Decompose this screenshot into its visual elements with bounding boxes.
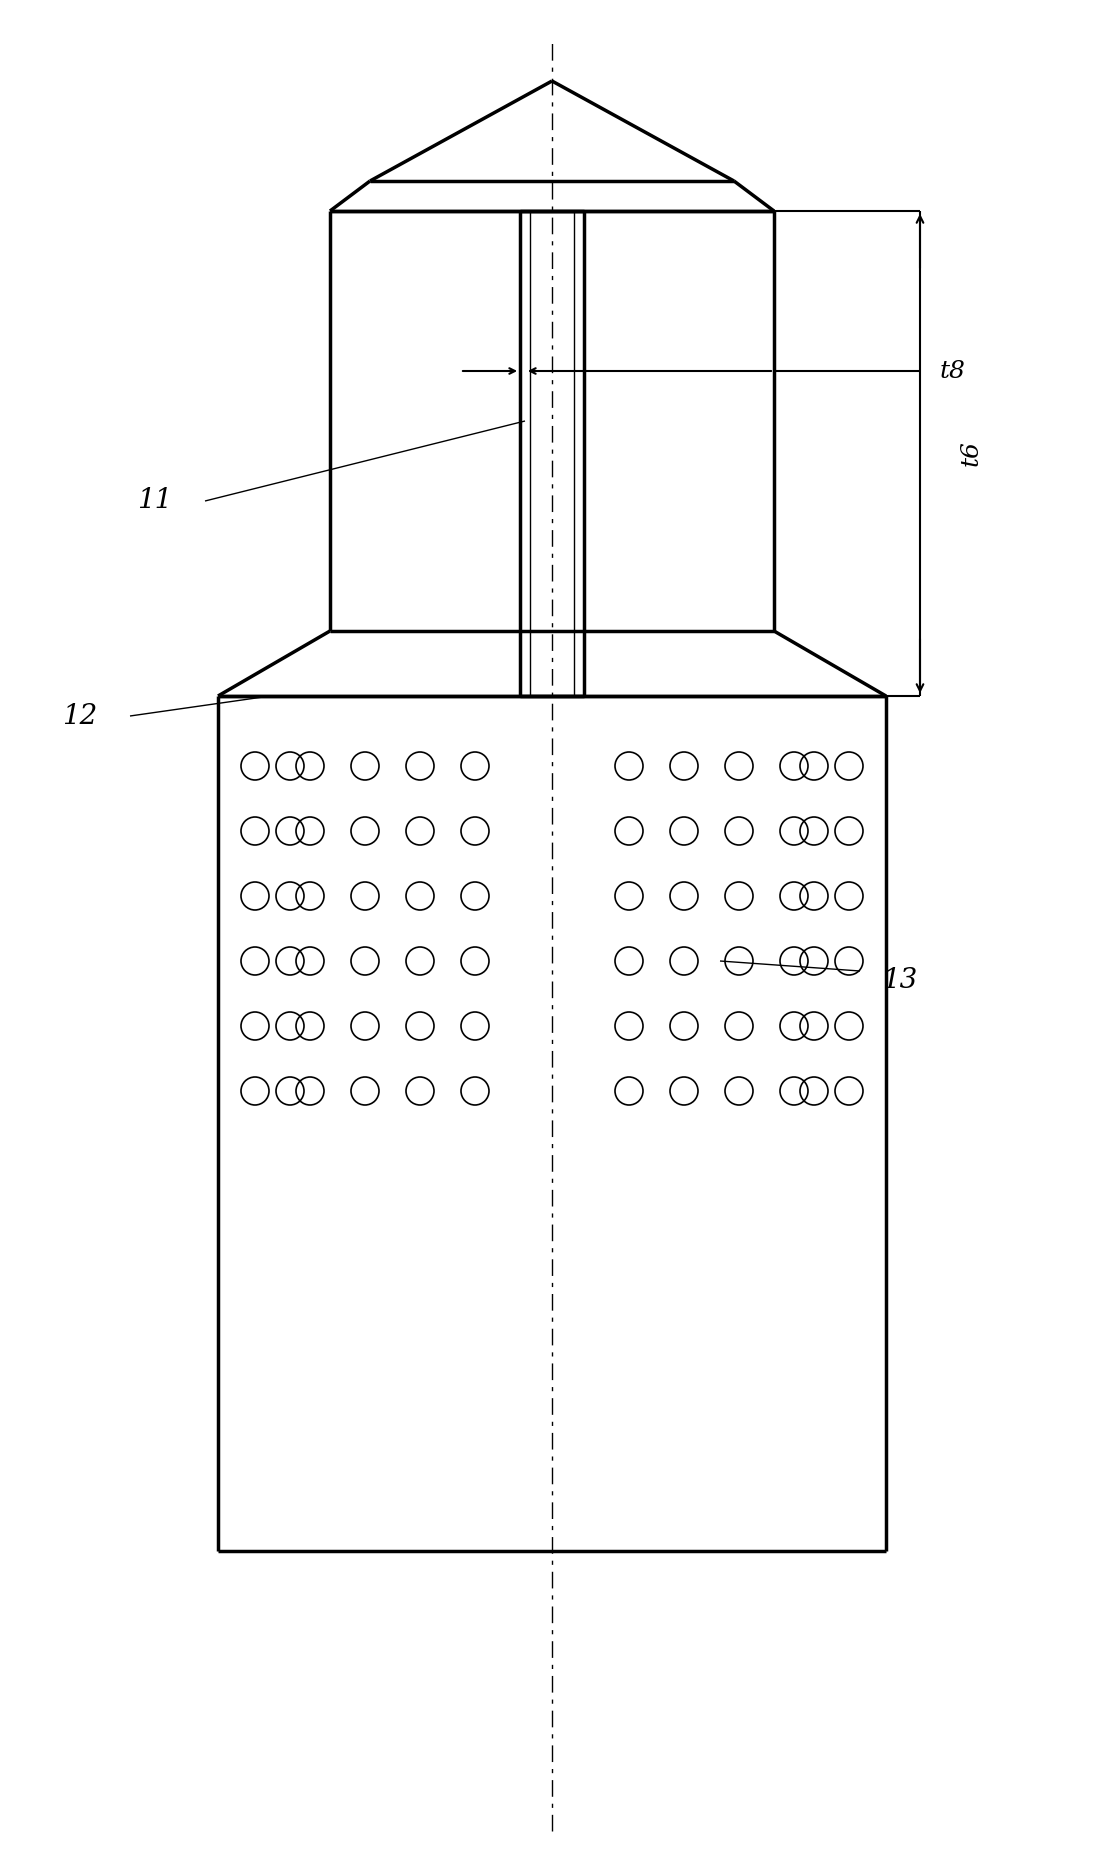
Text: t6: t6: [960, 439, 983, 465]
Text: 11: 11: [137, 488, 172, 514]
Text: 12: 12: [62, 702, 97, 730]
Text: t8: t8: [940, 359, 966, 383]
Text: 13: 13: [883, 968, 917, 994]
